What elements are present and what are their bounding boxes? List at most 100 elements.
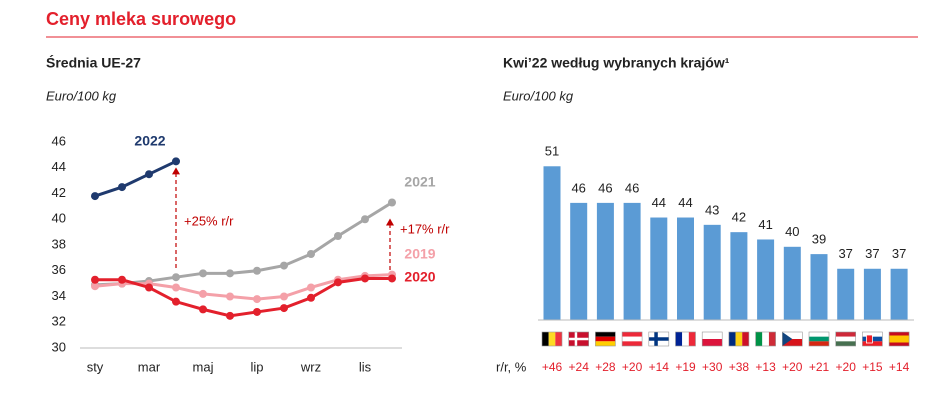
bar [650, 217, 668, 320]
data-label: 44 [652, 195, 666, 210]
x-tick-label: sty [87, 359, 104, 374]
flag-part [682, 332, 689, 346]
yoy-label: +21 [809, 360, 830, 374]
point [388, 198, 396, 207]
point [307, 283, 315, 292]
flag-border [781, 331, 803, 347]
flag-part [835, 332, 856, 337]
left-title: Średnia UE-27 [46, 54, 141, 71]
annotation: +17% r/r [400, 221, 450, 236]
flag-border [728, 331, 750, 347]
flag-part [862, 332, 883, 337]
flag-part [702, 339, 723, 346]
flag-border [621, 331, 643, 347]
series-label: 2021 [404, 174, 435, 190]
flag-part [782, 332, 803, 339]
point [388, 274, 396, 283]
right-unit: Euro/100 kg [503, 88, 574, 103]
flag-part [675, 332, 683, 346]
series-label: 2019 [404, 246, 435, 262]
flag-border [648, 331, 670, 347]
point [280, 261, 288, 270]
flag-border [755, 331, 776, 347]
flag-part [835, 341, 856, 346]
flag-part [768, 332, 776, 346]
flag-border [701, 331, 723, 347]
flag-part [595, 336, 616, 342]
flag-part [782, 332, 793, 346]
flag-part [702, 332, 723, 339]
bar [543, 166, 561, 320]
bar [890, 268, 908, 320]
x-tick-label: wrz [300, 359, 321, 374]
yoy-label: +28 [595, 360, 616, 374]
point [334, 231, 342, 240]
bar [703, 224, 721, 320]
point [172, 283, 180, 292]
bar [677, 217, 694, 320]
y-tick-label: 36 [52, 262, 66, 277]
page-title: Ceny mleka surowego [46, 9, 236, 29]
bar [757, 239, 775, 320]
flag-border [675, 331, 696, 347]
data-label: 40 [785, 224, 799, 239]
flag-part [595, 332, 616, 337]
flag-part [622, 336, 643, 342]
flag-part [809, 341, 829, 346]
flag-part [889, 335, 910, 343]
bar [596, 202, 614, 320]
series-label: 2020 [404, 269, 435, 285]
point [199, 289, 207, 298]
y-tick-label: 40 [52, 211, 66, 226]
point [226, 292, 234, 301]
bar [570, 202, 588, 320]
y-tick-label: 42 [52, 185, 66, 200]
yoy-label: +38 [729, 360, 750, 374]
data-label: 37 [838, 246, 852, 261]
point [145, 283, 153, 292]
yoy-label: +24 [569, 360, 590, 374]
point [145, 170, 153, 179]
yoy-label: +15 [862, 360, 883, 374]
flag-part [835, 336, 856, 342]
point [199, 269, 207, 278]
arrow-head [172, 167, 180, 175]
x-tick-label: lis [359, 359, 372, 374]
flag-part [782, 339, 803, 346]
point [253, 295, 261, 304]
flag-part [555, 332, 562, 346]
point [334, 278, 342, 287]
flag-part [568, 337, 589, 341]
bar [730, 232, 748, 320]
yoy-label: +20 [622, 360, 643, 374]
data-label: 39 [812, 232, 826, 247]
point [172, 157, 180, 166]
point [91, 282, 99, 291]
data-label: 46 [571, 180, 585, 195]
data-label: 43 [705, 202, 719, 217]
data-label: 46 [625, 180, 639, 195]
flag-part [735, 332, 743, 346]
bar [623, 202, 641, 320]
bar [837, 268, 855, 320]
point [280, 304, 288, 313]
series-line [95, 276, 392, 318]
flag-part [648, 337, 669, 341]
yoy-label: +30 [702, 360, 723, 374]
flag-part [862, 341, 883, 346]
data-label: 37 [865, 246, 879, 261]
flag-part [755, 332, 763, 346]
point [172, 297, 180, 306]
flag-part [688, 332, 696, 346]
flag-part [622, 341, 643, 346]
point [361, 274, 369, 283]
y-tick-label: 30 [52, 339, 66, 354]
series-line [94, 201, 393, 287]
point [118, 275, 126, 284]
yoy-label: +14 [649, 360, 670, 374]
bar [863, 268, 881, 320]
flag-part [548, 332, 556, 346]
data-label: 51 [545, 144, 559, 159]
data-label: 44 [678, 195, 692, 210]
flag-border [888, 331, 910, 347]
